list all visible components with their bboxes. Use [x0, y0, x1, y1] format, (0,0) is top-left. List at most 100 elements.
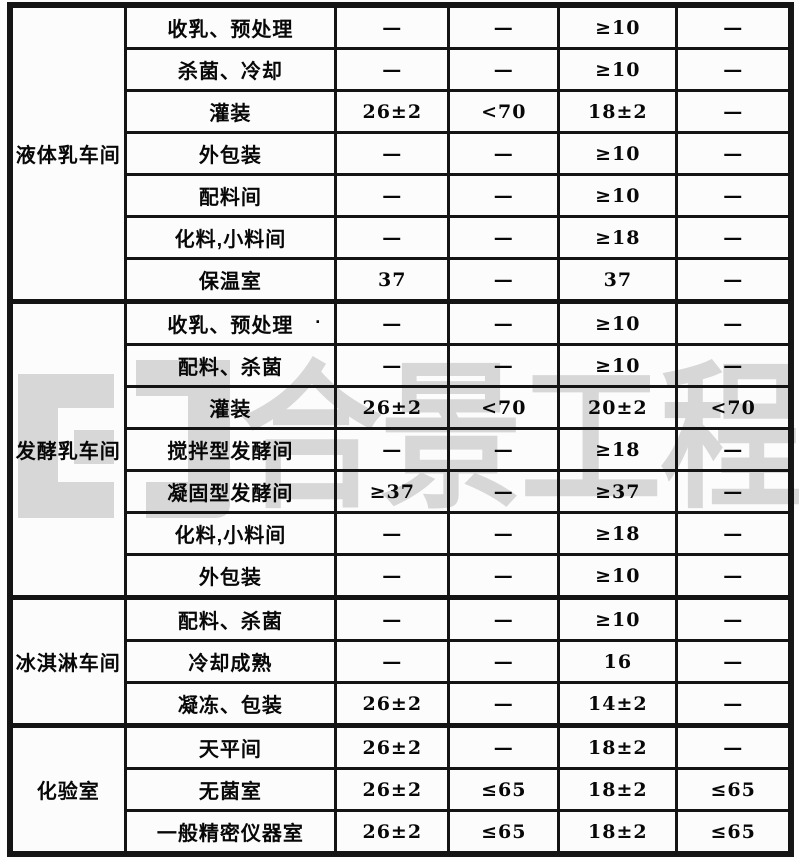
table-row: 一般精密仪器室 26±2 ≤65 18±2 ≤65 [10, 809, 793, 856]
value-cell: 18±2 [557, 767, 679, 812]
value-cell: 26±2 [334, 723, 451, 770]
room-cell: 外包装 [123, 553, 338, 599]
value-cell: — [334, 299, 451, 346]
value-cell: — [447, 3, 561, 50]
value-cell: — [675, 257, 793, 303]
value-cell: — [447, 257, 561, 303]
value-cell: — [675, 681, 793, 727]
value-cell: — [334, 47, 451, 92]
room-cell: 化料,小料间 [123, 215, 338, 260]
room-cell: 配料、杀菌 [123, 595, 338, 642]
value-cell: ≤65 [447, 767, 561, 812]
value-cell: — [447, 215, 561, 260]
room-cell: 配料、杀菌 [123, 343, 338, 388]
table-row: 冷却成熟 — — 16 — [10, 639, 793, 684]
room-cell: 收乳、预处理 [123, 3, 338, 50]
category-cell: 冰淇淋车间 [8, 595, 127, 727]
value-cell: — [447, 595, 561, 642]
table-row: 外包装 — — ≥10 — [10, 131, 793, 176]
table-row: 灌装 26±2 <70 18±2 — [10, 89, 793, 134]
value-cell: 16 [557, 639, 679, 684]
value-cell: ≥10 [557, 299, 679, 346]
value-cell: 20±2 [557, 385, 679, 430]
value-cell: — [447, 47, 561, 92]
table-row: 配料、杀菌 — — ≥10 — [10, 343, 793, 388]
value-cell: — [447, 343, 561, 388]
room-cell: 凝固型发酵间 [123, 469, 338, 514]
value-cell: — [447, 427, 561, 472]
category-cell: 发酵乳车间 [8, 299, 127, 599]
room-cell: 搅拌型发酵间 [123, 427, 338, 472]
room-cell: 凝冻、包装 [123, 681, 338, 727]
value-cell: — [675, 47, 793, 92]
value-cell: 18±2 [557, 723, 679, 770]
room-cell: 外包装 [123, 131, 338, 176]
value-cell: ≥10 [557, 3, 679, 50]
table-row: 化验室 天平间 26±2 — 18±2 — [8, 723, 793, 856]
value-cell: — [447, 511, 561, 556]
value-cell: — [675, 89, 793, 134]
value-cell: <70 [447, 89, 561, 134]
value-cell: — [675, 511, 793, 556]
room-cell: 化料,小料间 [123, 511, 338, 556]
value-cell: 18±2 [557, 809, 679, 856]
value-cell: 37 [334, 257, 451, 303]
value-cell: 26±2 [334, 767, 451, 812]
table-row: 凝冻、包装 26±2 — 14±2 — [10, 681, 793, 727]
value-cell: ≥10 [557, 131, 679, 176]
value-cell: — [334, 553, 451, 599]
value-cell: 26±2 [334, 385, 451, 430]
table-row: 液体乳车间 收乳、预处理 — — ≥10 — [8, 3, 793, 303]
value-cell: — [675, 343, 793, 388]
value-cell: — [447, 681, 561, 727]
value-cell: 18±2 [557, 89, 679, 134]
value-cell: 26±2 [334, 681, 451, 727]
room-cell: 杀菌、冷却 [123, 47, 338, 92]
value-cell: — [447, 469, 561, 514]
table-row: 外包装 — — ≥10 — [10, 553, 793, 599]
room-cell: 灌装 [123, 89, 338, 134]
value-cell: — [334, 343, 451, 388]
value-cell: — [447, 131, 561, 176]
table-row: 化料,小料间 — — ≥18 — [10, 215, 793, 260]
value-cell: — [447, 553, 561, 599]
value-cell: ≤65 [447, 809, 561, 856]
room-cell: 无菌室 [123, 767, 338, 812]
room-cell: 冷却成熟 [123, 639, 338, 684]
room-cell: 灌装 [123, 385, 338, 430]
room-label: 收乳、预处理 [167, 315, 294, 337]
room-cell: 一般精密仪器室 [123, 809, 338, 856]
value-cell: — [334, 215, 451, 260]
value-cell: — [675, 173, 793, 218]
value-cell: — [675, 427, 793, 472]
value-cell: — [675, 639, 793, 684]
value-cell: — [334, 173, 451, 218]
table-row: 凝固型发酵间 ≥37 — ≥37 — [10, 469, 793, 514]
value-cell: ≥18 [557, 511, 679, 556]
table-row: 配料间 — — ≥10 — [10, 173, 793, 218]
value-cell: ≤65 [675, 809, 793, 856]
value-cell: — [334, 511, 451, 556]
value-cell: — [675, 553, 793, 599]
value-cell: — [447, 723, 561, 770]
value-cell: — [447, 173, 561, 218]
value-cell: — [675, 595, 793, 642]
table-row: 保温室 37 — 37 — [10, 257, 793, 303]
category-cell: 化验室 [8, 723, 127, 856]
value-cell: ≤65 [675, 767, 793, 812]
value-cell: ≥18 [557, 427, 679, 472]
value-cell: — [675, 215, 793, 260]
value-cell: — [334, 427, 451, 472]
value-cell: <70 [675, 385, 793, 430]
room-cell: 保温室 [123, 257, 338, 303]
value-cell: ≥10 [557, 173, 679, 218]
value-cell: ≥10 [557, 343, 679, 388]
table-row: 无菌室 26±2 ≤65 18±2 ≤65 [10, 767, 793, 812]
value-cell: 14±2 [557, 681, 679, 727]
value-cell: — [447, 299, 561, 346]
value-cell: — [675, 299, 793, 346]
value-cell: <70 [447, 385, 561, 430]
value-cell: — [675, 3, 793, 50]
value-cell: — [675, 723, 793, 770]
